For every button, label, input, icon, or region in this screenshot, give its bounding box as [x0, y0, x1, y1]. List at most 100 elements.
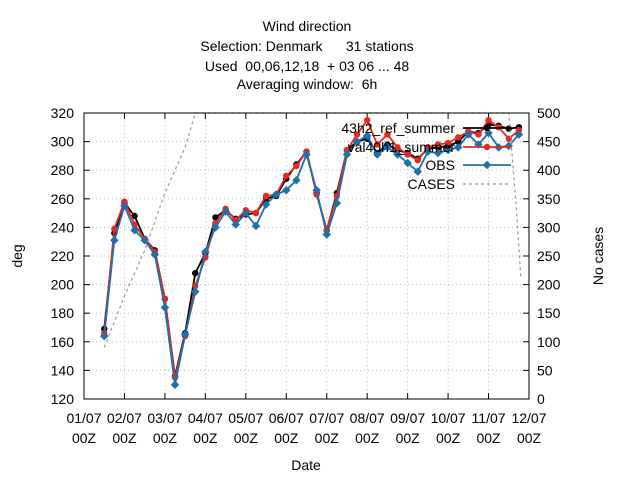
series-line-0	[103, 123, 520, 377]
legend-marker-0	[483, 124, 491, 132]
y2-tick-label: 450	[537, 134, 561, 150]
obs-point	[453, 143, 463, 152]
obs-point	[110, 236, 119, 245]
series-point-0	[131, 212, 138, 220]
x-tick-label-hour: 00Z	[355, 430, 380, 446]
x-tick-label-date: 03/07	[147, 410, 182, 426]
y-tick-label: 300	[51, 134, 75, 150]
obs-point	[362, 131, 372, 141]
x-tick-label-hour: 00Z	[112, 430, 137, 446]
x-tick-label-hour: 00Z	[436, 430, 461, 446]
obs-point	[160, 303, 170, 312]
obs-point	[302, 150, 311, 159]
x-tick-label-date: 01/07	[66, 410, 101, 426]
obs-point	[140, 236, 149, 245]
obs-point	[211, 223, 220, 232]
obs-point	[413, 167, 422, 176]
series-point-1	[111, 225, 118, 233]
legend: 43h2_ref_summer val40h1_summer OBS CASES	[341, 120, 511, 192]
chart-title-line-1: Wind direction	[262, 18, 352, 34]
obs-point	[373, 150, 382, 159]
series-point-1	[374, 141, 381, 148]
obs-point	[120, 201, 129, 211]
y2-tick-label: 0	[537, 391, 545, 407]
series-point-1	[475, 131, 482, 138]
obs-point	[383, 143, 392, 152]
x-tick-label-hour: 00Z	[396, 430, 421, 446]
y2-axis-label: No cases	[590, 227, 606, 285]
y2-tick-label: 250	[537, 248, 561, 264]
obs-point	[261, 200, 271, 209]
chart-title-line-3: Used 00,06,12,18 + 03 06 ... 48	[204, 58, 410, 74]
x-tick-label-date: 10/07	[431, 410, 466, 426]
x-tick-label-date: 12/07	[511, 410, 546, 426]
obs-point	[352, 137, 362, 146]
obs-point	[292, 175, 301, 185]
x-tick-label-date: 11/07	[472, 410, 506, 426]
y2-tick-label: 500	[537, 105, 561, 121]
series-point-1	[121, 198, 128, 205]
chart-title-line-2: Selection: Denmark 31 stations	[200, 38, 414, 54]
series-point-1	[404, 151, 411, 158]
obs-point	[443, 145, 453, 155]
series-point-1	[444, 139, 452, 147]
y-tick-label: 180	[51, 305, 75, 321]
x-tick-label-hour: 00Z	[234, 430, 259, 446]
series-point-0	[192, 269, 199, 277]
x-axis-label: Date	[291, 457, 321, 473]
y-tick-label: 320	[51, 105, 75, 121]
obs-point	[180, 330, 190, 339]
y-tick-label: 240	[51, 219, 75, 235]
y-tick-label: 280	[51, 162, 75, 178]
y-tick-label: 260	[51, 191, 75, 207]
series-point-1	[414, 156, 421, 164]
obs-point	[170, 380, 180, 389]
obs-point	[332, 198, 342, 208]
y-tick-label: 220	[51, 248, 75, 264]
x-tick-label-date: 09/07	[390, 410, 425, 426]
legend-label-0: 43h2_ref_summer	[341, 120, 455, 136]
series-point-1	[262, 192, 270, 200]
x-tick-label-hour: 00Z	[315, 430, 340, 446]
y2-tick-label: 400	[537, 162, 561, 178]
x-tick-label-hour: 00Z	[153, 430, 178, 446]
series-point-1	[424, 144, 432, 151]
legend-marker-1	[483, 143, 491, 151]
y2-tick-label: 200	[537, 277, 561, 293]
tick-labels: 120 140 160 180 200 220 240 260 280 300 320 0 50 100 1…	[51, 105, 561, 446]
plot-frame	[83, 112, 530, 400]
obs-point	[99, 331, 109, 341]
series-point-1	[293, 162, 300, 170]
obs-point	[393, 150, 402, 159]
series-point-1	[455, 134, 462, 141]
y2-tick-label: 150	[537, 305, 561, 321]
obs-point	[433, 148, 443, 158]
legend-label-1: val40h1_summer	[348, 139, 456, 155]
obs-point	[221, 207, 230, 216]
x-tick-label-hour: 00Z	[193, 430, 218, 446]
x-tick-label-hour: 00Z	[476, 430, 501, 446]
x-tick-label-hour: 00Z	[72, 430, 97, 446]
obs-point	[241, 208, 251, 218]
x-tick-label-hour: 00Z	[517, 430, 542, 446]
obs-point	[251, 221, 261, 231]
series-point-1	[394, 144, 401, 151]
x-tick-label-hour: 00Z	[274, 430, 299, 446]
y-tick-label: 140	[51, 362, 75, 378]
x-tick-label-date: 07/07	[309, 410, 344, 426]
legend-label-2: OBS	[425, 157, 455, 173]
y-tick-label: 120	[51, 391, 75, 407]
legend-label-3: CASES	[408, 176, 455, 192]
series-point-1	[363, 116, 371, 124]
legend-marker-2	[482, 160, 492, 170]
obs-point	[271, 190, 281, 199]
obs-point	[282, 185, 291, 195]
obs-point	[403, 158, 412, 168]
obs-point	[423, 147, 433, 156]
chart-title-line-4: Averaging window: 6h	[236, 76, 378, 92]
series-point-0	[212, 214, 219, 221]
y2-tick-label: 350	[537, 191, 561, 207]
obs-point	[322, 230, 331, 239]
series-line-3	[103, 112, 522, 348]
